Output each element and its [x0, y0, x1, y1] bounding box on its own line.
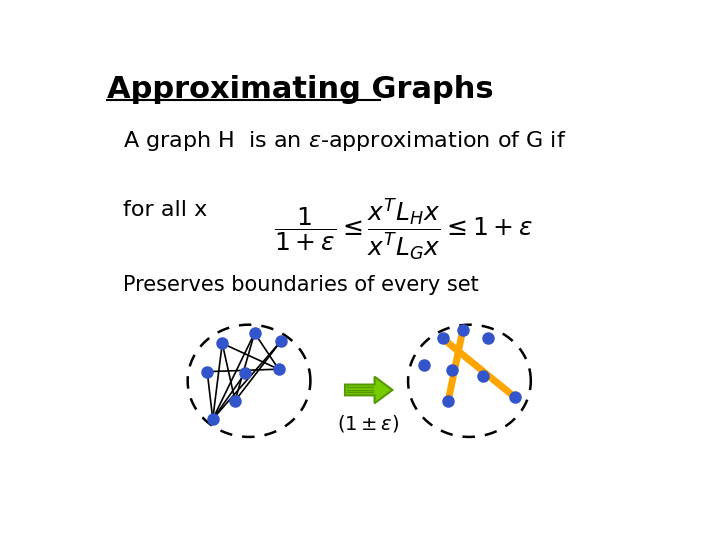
Text: A graph H  is an $\epsilon$-approximation of G if: A graph H is an $\epsilon$-approximation… [124, 129, 567, 153]
Polygon shape [345, 377, 392, 403]
Text: Approximating Graphs: Approximating Graphs [107, 75, 493, 104]
Text: $(1 \pm \epsilon)$: $(1 \pm \epsilon)$ [338, 413, 400, 434]
Text: for all x: for all x [124, 200, 208, 220]
Text: Preserves boundaries of every set: Preserves boundaries of every set [124, 275, 480, 295]
Text: $\dfrac{1}{1+\epsilon} \leq \dfrac{x^T L_H x}{x^T L_G x} \leq 1+\epsilon$: $\dfrac{1}{1+\epsilon} \leq \dfrac{x^T L… [274, 196, 534, 261]
